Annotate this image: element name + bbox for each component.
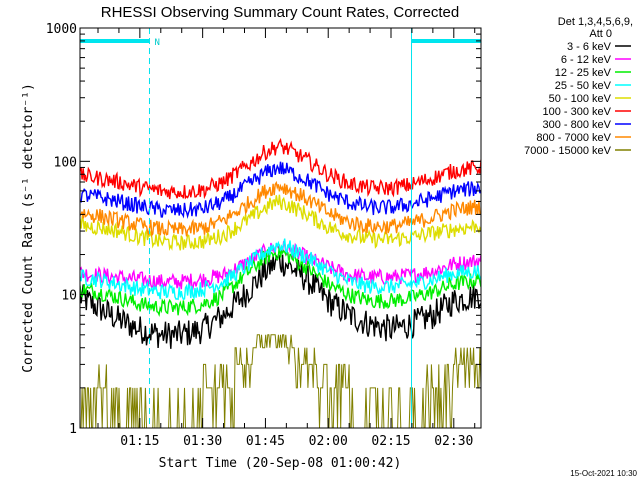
x-axis-label: Start Time (20-Sep-08 01:00:42) (159, 456, 402, 471)
series-line (80, 254, 481, 349)
series-line (80, 244, 481, 318)
series-line (80, 161, 481, 219)
x-tick-label: 01:15 (120, 434, 159, 449)
legend-entry-label: 12 - 25 keV (555, 67, 612, 79)
legend-entry-label: 300 - 800 keV (543, 119, 612, 131)
x-tick-label: 01:45 (246, 434, 285, 449)
y-axis-label: Corrected Count Rate (s⁻¹ detector⁻¹) (21, 83, 36, 373)
series-line (80, 194, 481, 251)
night-marker-label: N (154, 38, 159, 48)
legend-entry-label: 7000 - 15000 keV (524, 145, 612, 157)
y-tick-label: 10 (61, 289, 77, 304)
chart-title: RHESSI Observing Summary Count Rates, Co… (101, 4, 459, 21)
legend-entry-label: 800 - 7000 keV (536, 132, 611, 144)
series-line (80, 180, 481, 238)
y-tick-label: 100 (54, 155, 77, 170)
y-tick-label: 1 (69, 422, 77, 437)
legend-entry-label: 6 - 12 keV (561, 54, 612, 66)
legend-entry-label: 50 - 100 keV (549, 93, 612, 105)
y-tick-label: 1000 (46, 22, 77, 37)
legend-header: Att 0 (589, 28, 612, 40)
series-line (80, 334, 481, 428)
x-tick-label: 02:00 (309, 434, 348, 449)
series-line (80, 137, 481, 200)
series-line (80, 238, 481, 301)
legend-entry-label: 25 - 50 keV (555, 80, 612, 92)
legend-header: Det 1,3,4,5,6,9, (558, 16, 633, 28)
x-tick-label: 02:15 (371, 434, 410, 449)
footer-date: 15-Oct-2021 10:30 (570, 469, 637, 478)
x-tick-label: 01:30 (183, 434, 222, 449)
x-tick-label: 02:30 (434, 434, 473, 449)
legend-entry-label: 3 - 6 keV (567, 41, 612, 53)
legend-entry-label: 100 - 300 keV (543, 106, 612, 118)
plot-frame (79, 27, 482, 429)
